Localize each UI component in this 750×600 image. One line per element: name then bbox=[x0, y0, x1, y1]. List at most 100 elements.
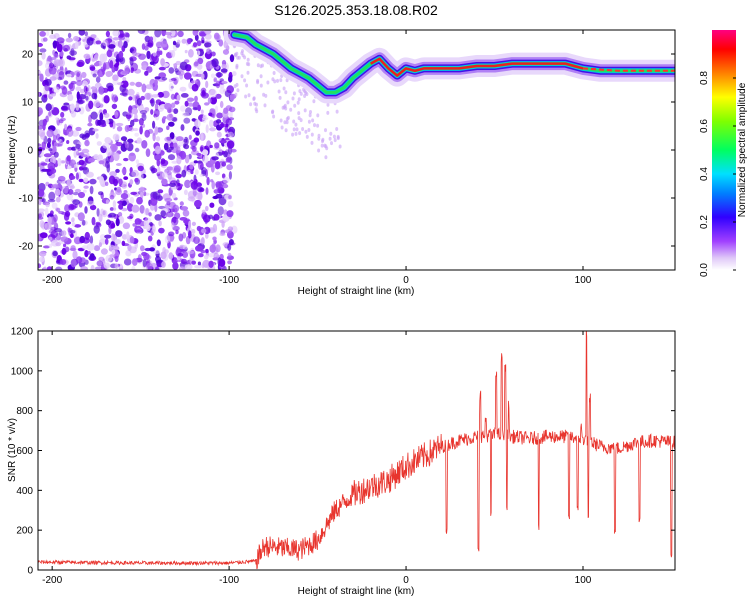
noise-blob bbox=[47, 199, 56, 203]
noise-blob bbox=[329, 131, 333, 136]
noise-blob bbox=[150, 165, 156, 174]
noise-blob bbox=[152, 52, 157, 57]
noise-blob bbox=[228, 117, 235, 121]
noise-blob bbox=[127, 138, 134, 143]
noise-blob bbox=[56, 133, 61, 141]
noise-blob bbox=[197, 191, 203, 201]
noise-blob bbox=[72, 159, 76, 164]
noise-blob bbox=[104, 238, 109, 245]
noise-blob bbox=[245, 61, 249, 66]
noise-blob bbox=[219, 83, 225, 89]
noise-blob bbox=[155, 136, 161, 142]
noise-blob bbox=[190, 181, 198, 190]
noise-blob bbox=[132, 223, 137, 227]
noise-blob bbox=[140, 95, 145, 101]
noise-blob bbox=[227, 243, 232, 251]
noise-blob bbox=[141, 113, 147, 121]
snr-series-line bbox=[38, 331, 675, 570]
noise-blob bbox=[193, 236, 200, 244]
noise-blob bbox=[70, 258, 77, 268]
noise-blob bbox=[63, 243, 67, 248]
noise-blob bbox=[149, 99, 154, 104]
noise-blob bbox=[193, 61, 199, 67]
noise-blob bbox=[219, 160, 227, 164]
noise-blob bbox=[256, 63, 260, 68]
noise-blob bbox=[122, 77, 127, 81]
noise-blob bbox=[131, 107, 138, 115]
noise-blob bbox=[208, 252, 215, 258]
noise-blob bbox=[130, 191, 138, 195]
noise-blob bbox=[117, 82, 124, 86]
noise-blob bbox=[149, 247, 156, 252]
x-tick-label: -100 bbox=[219, 575, 239, 586]
noise-blob bbox=[166, 113, 174, 121]
noise-blob bbox=[111, 249, 116, 255]
noise-blob bbox=[201, 228, 207, 234]
noise-blob bbox=[69, 230, 76, 234]
noise-blob bbox=[141, 43, 146, 50]
noise-blob bbox=[166, 201, 171, 206]
noise-blob bbox=[216, 119, 222, 124]
noise-blob bbox=[86, 91, 92, 96]
noise-blob bbox=[112, 30, 120, 37]
noise-blob bbox=[197, 57, 204, 65]
noise-blob bbox=[39, 220, 45, 228]
noise-blob bbox=[212, 223, 218, 233]
noise-blob bbox=[38, 251, 47, 257]
noise-blob bbox=[52, 73, 59, 80]
noise-blob bbox=[172, 262, 179, 270]
noise-blob bbox=[245, 83, 249, 88]
noise-blob bbox=[186, 169, 192, 175]
noise-blob bbox=[59, 50, 64, 58]
noise-blob bbox=[180, 93, 189, 98]
noise-blob bbox=[67, 32, 72, 39]
noise-blob bbox=[191, 83, 199, 92]
noise-blob bbox=[194, 199, 202, 208]
noise-blob bbox=[166, 136, 172, 141]
noise-blob bbox=[181, 169, 187, 178]
noise-blob bbox=[83, 53, 91, 59]
noise-blob bbox=[109, 60, 114, 69]
noise-blob bbox=[94, 266, 103, 270]
noise-blob bbox=[139, 204, 145, 214]
noise-blob bbox=[216, 112, 224, 119]
noise-blob bbox=[67, 188, 74, 195]
noise-blob bbox=[78, 30, 86, 36]
noise-blob bbox=[243, 78, 247, 83]
noise-blob bbox=[237, 55, 241, 60]
noise-blob bbox=[120, 80, 129, 88]
noise-blob bbox=[38, 208, 46, 213]
noise-blob bbox=[135, 95, 140, 100]
noise-blob bbox=[45, 103, 52, 111]
noise-blob bbox=[70, 80, 77, 85]
noise-blob bbox=[172, 204, 180, 213]
noise-blob bbox=[68, 83, 74, 90]
ridge-core-red bbox=[370, 57, 584, 77]
noise-blob bbox=[98, 191, 104, 196]
noise-blob bbox=[93, 100, 101, 108]
noise-blob bbox=[299, 91, 303, 96]
noise-blob bbox=[279, 118, 283, 123]
noise-blob bbox=[272, 114, 276, 119]
noise-blob bbox=[200, 146, 204, 152]
noise-blob bbox=[71, 222, 76, 227]
noise-blob bbox=[95, 221, 101, 226]
noise-blob bbox=[98, 160, 105, 165]
noise-blob bbox=[89, 178, 97, 185]
x-tick-label: 100 bbox=[575, 575, 592, 586]
noise-blob bbox=[168, 146, 174, 151]
noise-blob bbox=[44, 83, 50, 92]
noise-blob bbox=[202, 149, 209, 156]
noise-blob bbox=[182, 232, 187, 239]
noise-blob bbox=[38, 213, 42, 218]
noise-blob bbox=[255, 102, 258, 107]
noise-blob bbox=[139, 186, 145, 195]
snr-panel: -200 -100 0 100 0 200 400 600 800 1000 1200 Heigh… bbox=[7, 327, 676, 597]
noise-blob bbox=[129, 196, 135, 204]
noise-blob bbox=[183, 138, 188, 143]
noise-blob bbox=[212, 195, 219, 200]
noise-blob bbox=[151, 94, 160, 98]
noise-blob bbox=[149, 61, 155, 65]
noise-blob bbox=[102, 39, 109, 47]
noise-blob bbox=[252, 97, 256, 101]
